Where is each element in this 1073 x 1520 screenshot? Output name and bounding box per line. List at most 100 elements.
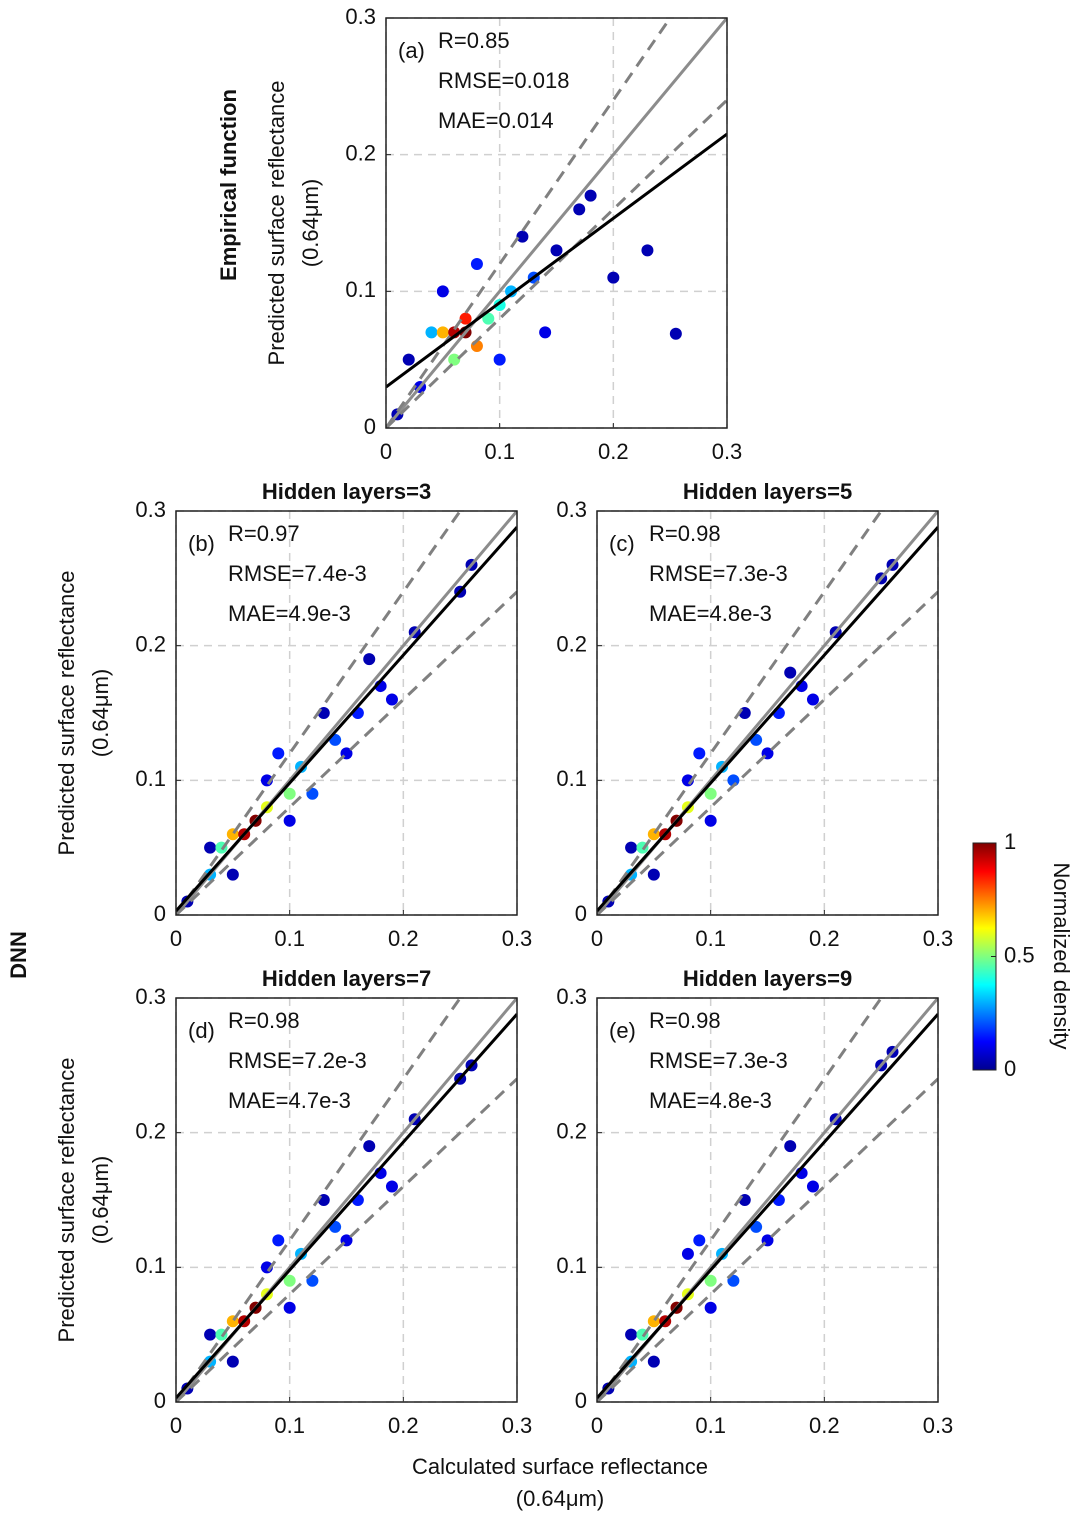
x-tick-label: 0.3: [712, 439, 743, 464]
stat-label: R=0.98: [649, 1008, 721, 1033]
stat-label: RMSE=0.018: [438, 68, 569, 93]
x-tick-label: 0.2: [388, 1413, 419, 1438]
point: [226, 1355, 239, 1368]
point: [516, 230, 529, 243]
point: [693, 1234, 706, 1247]
x-tick-label: 0.3: [502, 926, 533, 951]
point: [482, 312, 495, 325]
stat-label: MAE=0.014: [438, 108, 554, 133]
axes-box: [596, 997, 939, 1403]
point: [283, 787, 296, 800]
fit-line: [176, 590, 517, 915]
y-tick-label: 0.3: [135, 497, 166, 522]
fit-line: [386, 18, 672, 428]
row-label: Empirical function: [216, 89, 241, 281]
x-tick-label: 0.2: [809, 1413, 840, 1438]
panel-label: (e): [609, 1018, 636, 1043]
point: [436, 326, 449, 339]
point: [283, 1301, 296, 1314]
stat-label: MAE=4.7e-3: [228, 1088, 351, 1113]
y-tick-label: 0: [575, 901, 587, 926]
point: [306, 1274, 319, 1287]
point: [607, 271, 620, 284]
x-tick-label: 0.3: [923, 926, 954, 951]
x-tick-label: 0.1: [484, 439, 515, 464]
panel-label: (b): [188, 531, 215, 556]
x-tick-label: 0.2: [598, 439, 629, 464]
point: [459, 312, 472, 325]
stat-label: R=0.97: [228, 521, 300, 546]
fit-line: [597, 1013, 938, 1399]
stat-label: R=0.98: [228, 1008, 300, 1033]
point: [385, 1180, 398, 1193]
x-tick-label: 0: [170, 1413, 182, 1438]
point: [641, 244, 654, 257]
point: [470, 258, 483, 270]
y-axis-label: (0.64μm): [88, 1156, 113, 1244]
point: [704, 1301, 717, 1314]
point: [784, 1140, 797, 1153]
panel-title: Hidden layers=7: [262, 966, 431, 991]
x-tick-label: 0: [170, 926, 182, 951]
fit-line: [386, 18, 727, 428]
colorbar-tick-label: 0: [1004, 1056, 1016, 1081]
y-tick-label: 0.1: [556, 766, 587, 791]
stat-label: RMSE=7.3e-3: [649, 561, 788, 586]
fit-line: [386, 98, 727, 428]
y-tick-label: 0.3: [135, 984, 166, 1009]
point: [272, 747, 285, 760]
fit-line: [597, 1077, 938, 1402]
point: [681, 1247, 694, 1260]
fit-line: [386, 132, 727, 389]
y-tick-label: 0.1: [135, 1253, 166, 1278]
stat-label: MAE=4.8e-3: [649, 601, 772, 626]
point: [448, 353, 461, 366]
y-tick-label: 0.3: [556, 497, 587, 522]
panel-title: Hidden layers=5: [683, 479, 852, 504]
point: [584, 189, 597, 202]
x-tick-label: 0: [380, 439, 392, 464]
colorbar-label: Normalized density: [1049, 862, 1073, 1049]
point: [806, 1180, 819, 1193]
point: [727, 1274, 740, 1287]
x-tick-label: 0.3: [923, 1413, 954, 1438]
y-axis-label: Predicted surface reflectance: [54, 1058, 79, 1343]
point: [647, 1355, 660, 1368]
point: [806, 693, 819, 706]
point: [283, 814, 296, 827]
point: [402, 353, 415, 366]
axes-box: [175, 997, 518, 1403]
point: [647, 868, 660, 881]
x-tick-label: 0.1: [274, 926, 305, 951]
fit-line: [597, 590, 938, 915]
fit-line: [176, 526, 517, 912]
y-tick-label: 0.2: [135, 1118, 166, 1143]
point: [306, 787, 319, 800]
point: [704, 787, 717, 800]
y-tick-label: 0: [154, 1388, 166, 1413]
panel-label: (a): [398, 38, 425, 63]
panel-title: Hidden layers=3: [262, 479, 431, 504]
y-tick-label: 0.2: [556, 1118, 587, 1143]
y-axis-label: Predicted surface reflectance: [264, 81, 289, 366]
plot-area: [176, 511, 517, 915]
point: [363, 653, 376, 666]
y-tick-label: 0.2: [345, 140, 376, 165]
point: [272, 1234, 285, 1247]
panel-label: (d): [188, 1018, 215, 1043]
point: [625, 841, 638, 854]
point: [784, 666, 797, 679]
y-tick-label: 0.3: [345, 4, 376, 29]
plot-area: [386, 18, 727, 428]
x-tick-label: 0.2: [809, 926, 840, 951]
stat-label: MAE=4.9e-3: [228, 601, 351, 626]
point: [539, 326, 552, 339]
y-tick-label: 0.1: [556, 1253, 587, 1278]
y-tick-label: 0: [154, 901, 166, 926]
x-axis-label: Calculated surface reflectance: [412, 1454, 708, 1479]
fit-line: [597, 526, 938, 912]
stat-label: RMSE=7.4e-3: [228, 561, 367, 586]
y-tick-label: 0.1: [345, 277, 376, 302]
point: [283, 1274, 296, 1287]
